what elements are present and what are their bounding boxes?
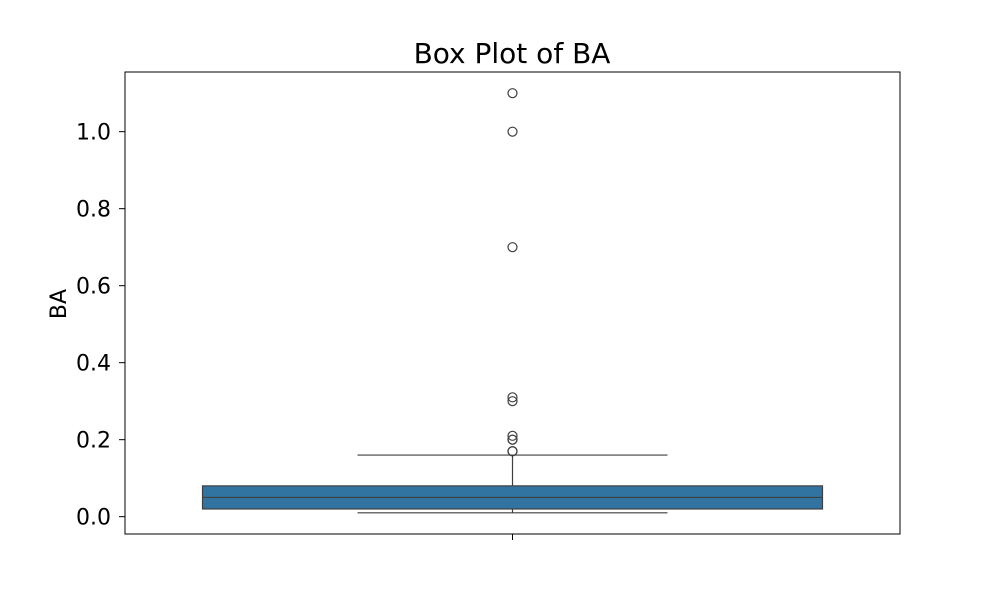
outlier-point-8 [507, 126, 518, 137]
outlier-point-6 [507, 392, 518, 403]
outlier-point-1 [507, 446, 518, 457]
plot-frame [124, 71, 901, 535]
y-axis-label: BA [47, 289, 72, 319]
y-tick-label-2: 0.4 [76, 352, 111, 377]
outlier-point-7 [507, 242, 518, 253]
outlier-point-9 [507, 88, 518, 99]
y-tick-label-3: 0.6 [76, 275, 111, 300]
outlier-point-5 [507, 396, 518, 407]
plot-area: 0.0 0.2 0.4 0.6 0.8 1.0 [76, 88, 824, 540]
chart-title: Box Plot of BA [414, 37, 611, 70]
y-tick-label-1: 0.2 [76, 429, 111, 454]
outlier-point-3 [507, 434, 518, 445]
y-tick-label-0: 0.0 [76, 506, 111, 531]
outlier-point-4 [507, 430, 518, 441]
y-tick-label-5: 1.0 [76, 121, 111, 146]
y-tick-label-4: 0.8 [76, 198, 111, 223]
